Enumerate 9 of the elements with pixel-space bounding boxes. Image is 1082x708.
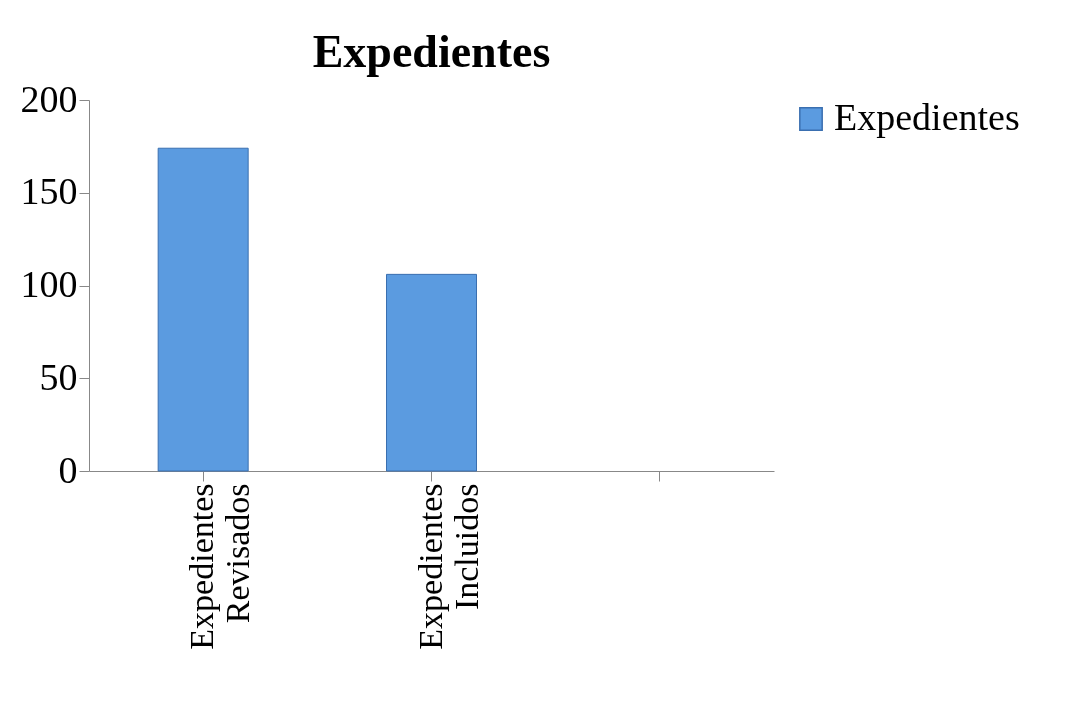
legend-label: Expedientes	[834, 96, 1020, 138]
y-tick-label: 50	[39, 355, 78, 398]
y-tick-label: 100	[20, 263, 78, 305]
y-tick-label: 150	[20, 170, 78, 213]
x-tick-label: Expedientes Revisados	[183, 483, 257, 650]
x-tick-label: Expedientes Incluidos	[411, 483, 485, 650]
y-tick-label: 0	[58, 448, 78, 491]
chart-title: Expedientes	[312, 26, 551, 77]
y-tick-label: 200	[20, 77, 78, 120]
